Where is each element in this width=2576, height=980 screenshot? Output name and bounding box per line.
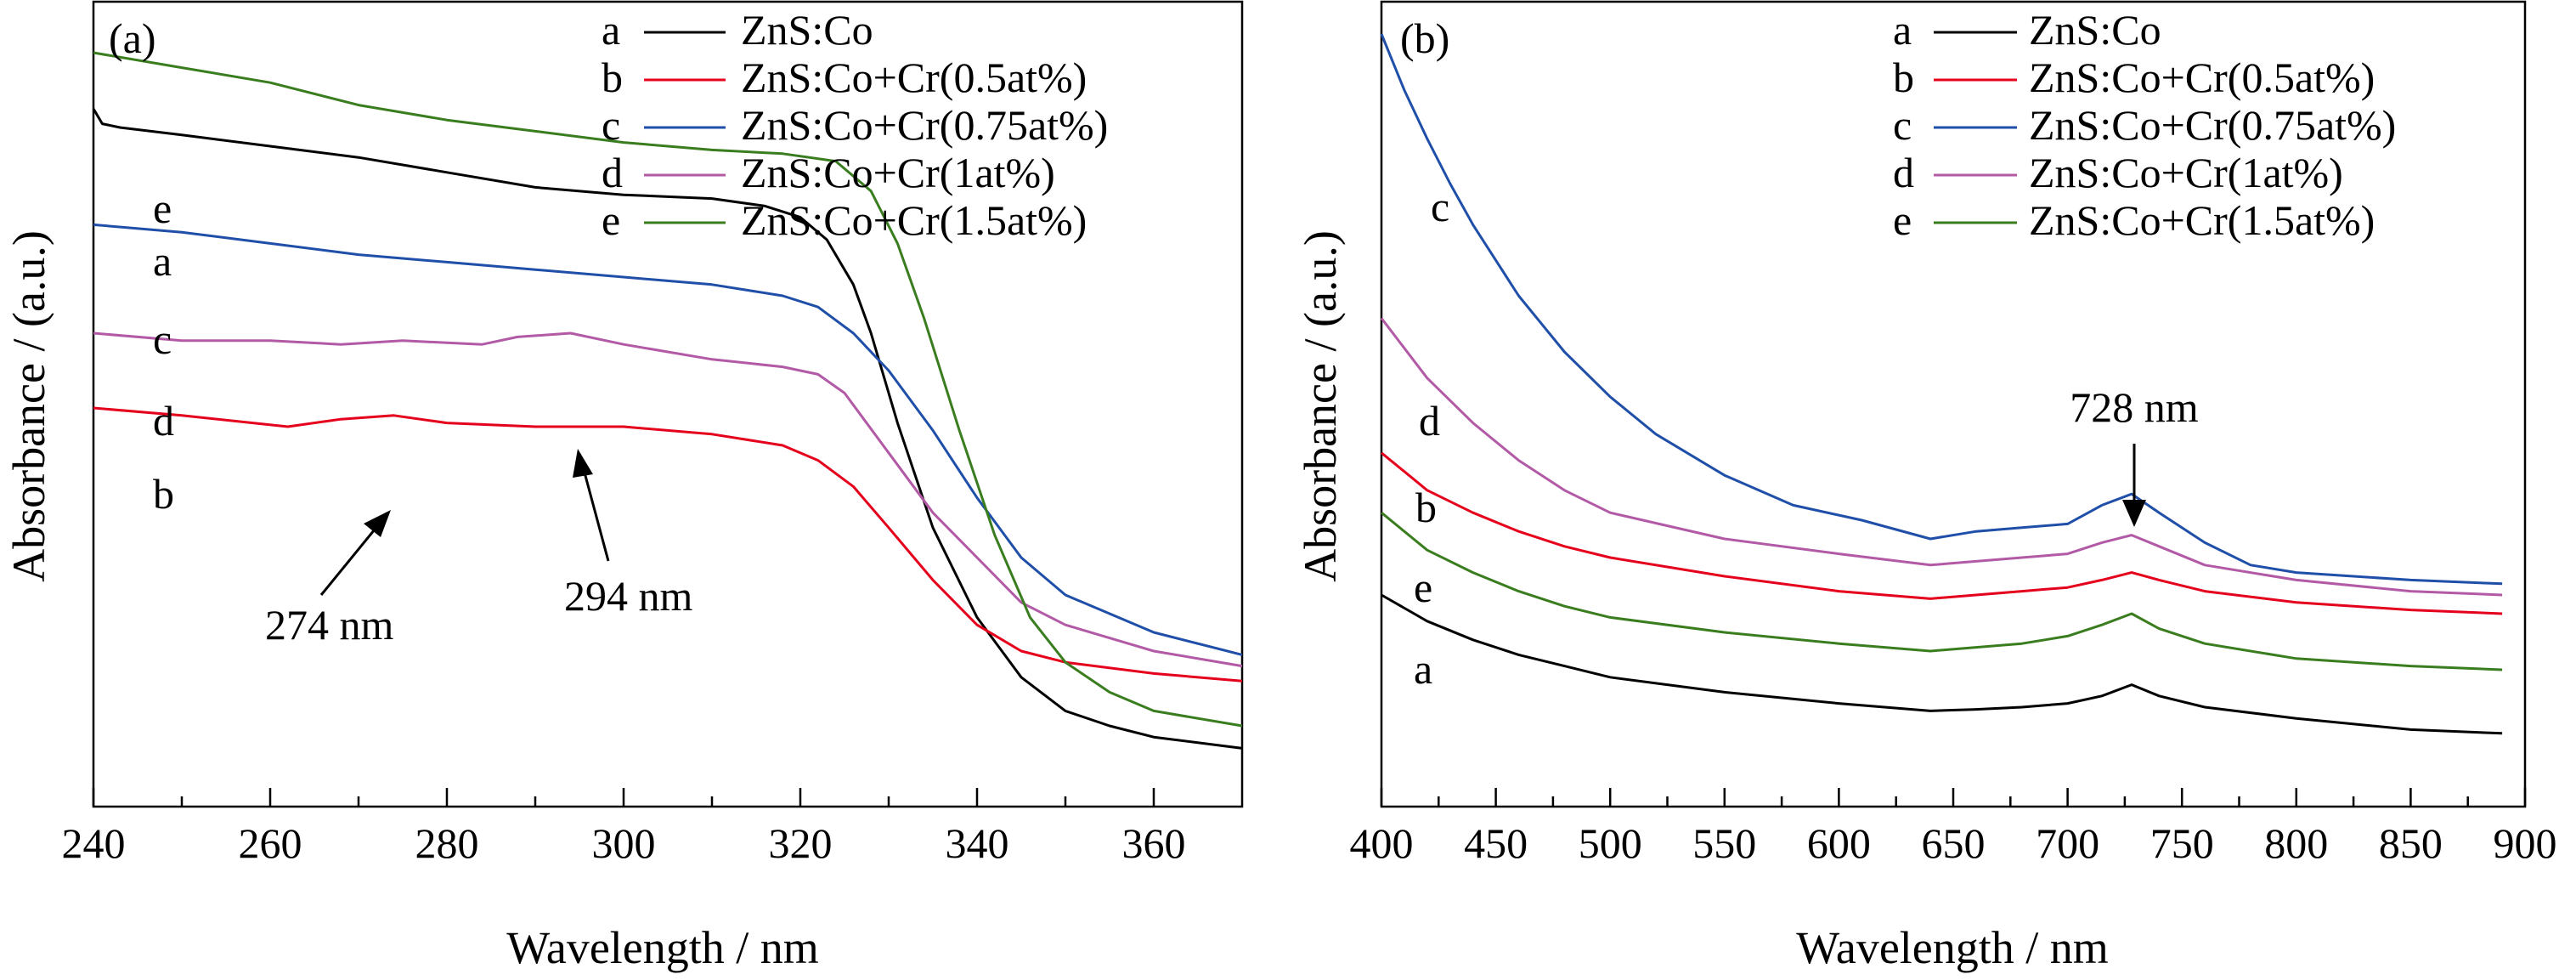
panel-a-absorbance-chart: 240 260 280 300 320 340 360 (a) a ZnS:Co b ZnS… <box>3 0 1244 973</box>
panel-a-x-axis-label: Wavelength / nm <box>506 922 819 973</box>
legend-b-mark-a: a <box>1893 6 1912 54</box>
panel-a-curve-label-e: e <box>153 184 172 232</box>
panel-b-series-e-line <box>1381 512 2503 671</box>
panel-a-series-a-line <box>92 108 1243 750</box>
legend-b-mark-c: c <box>1893 101 1912 149</box>
panel-b-series-b-line <box>1381 451 2503 615</box>
panel-a-plot-frame <box>92 0 1244 808</box>
panel-b-absorbance-chart: 400 450 500 550 600 650 700 750 800 850 900 (b) a … <box>1295 0 2557 973</box>
legend-b-name-e: ZnS:Co+Cr(1.5at%) <box>2029 196 2375 244</box>
annotation-274nm-label: 274 nm <box>265 601 394 649</box>
panel-b-series-d-line <box>1380 317 2503 597</box>
panel-a-x-tick-label: 320 <box>769 819 833 867</box>
panel-b-x-tick-label: 900 <box>2494 819 2557 867</box>
panel-b-curve-label-b: b <box>1415 484 1437 531</box>
panel-b-x-tick-label: 500 <box>1579 819 1642 867</box>
panel-b-series-c-line <box>1380 33 2503 586</box>
panel-b-series-a-line <box>1381 593 2503 735</box>
panel-b-x-axis-label: Wavelength / nm <box>1796 922 2109 973</box>
panel-a-x-axis: 240 260 280 300 320 340 360 <box>62 788 1186 867</box>
panel-b-x-tick-label: 700 <box>2036 819 2099 867</box>
panel-a-curve-label-d: d <box>153 397 174 445</box>
legend-b-mark-d: d <box>1893 149 1914 196</box>
panel-b-curve-label-d: d <box>1419 397 1440 445</box>
panel-a-annotation-274nm: 274 nm <box>265 510 394 649</box>
panel-b-x-tick-label: 550 <box>1692 819 1756 867</box>
panel-a-y-axis-label: Absorbance / (a.u.) <box>3 230 54 582</box>
legend-b-name-b: ZnS:Co+Cr(0.5at%) <box>2029 54 2375 101</box>
panel-b-x-tick-label: 750 <box>2150 819 2214 867</box>
panel-b-x-tick-label: 450 <box>1464 819 1528 867</box>
legend-a-mark-a: a <box>602 6 620 54</box>
panel-a-annotation-294nm: 294 nm <box>564 449 693 620</box>
legend-b-mark-b: b <box>1893 54 1914 101</box>
panel-b-x-tick-label: 400 <box>1350 819 1414 867</box>
panel-a-curve-label-c: c <box>153 315 172 363</box>
panel-a-legend: a ZnS:Co b ZnS:Co+Cr(0.5at%) c ZnS:Co+Cr… <box>602 6 1108 244</box>
panel-b-legend: a ZnS:Co b ZnS:Co+Cr(0.5at%) c ZnS:Co+Cr… <box>1893 6 2396 244</box>
panel-a-curve-label-a: a <box>153 237 172 285</box>
legend-b-name-d: ZnS:Co+Cr(1at%) <box>2029 149 2343 196</box>
panel-a-x-tick-label: 340 <box>946 819 1009 867</box>
legend-a-name-b: ZnS:Co+Cr(0.5at%) <box>741 54 1087 101</box>
panel-a-x-tick-label: 280 <box>415 819 479 867</box>
panel-b-x-tick-label: 850 <box>2379 819 2443 867</box>
panel-a-series-b-line <box>93 406 1243 683</box>
panel-b-tag: (b) <box>1400 14 1449 62</box>
panel-b-x-tick-label: 600 <box>1807 819 1871 867</box>
legend-a-mark-c: c <box>602 101 620 149</box>
legend-a-mark-e: e <box>602 196 620 244</box>
legend-b-name-a: ZnS:Co <box>2029 6 2161 54</box>
panel-a-series-c-line <box>93 223 1243 656</box>
panel-a-x-tick-label: 260 <box>239 819 302 867</box>
legend-a-name-d: ZnS:Co+Cr(1at%) <box>741 149 1055 196</box>
panel-a-tag: (a) <box>109 14 156 62</box>
panel-b-annotation-728nm: 728 nm <box>2070 383 2199 527</box>
legend-b-name-c: ZnS:Co+Cr(0.75at%) <box>2029 101 2396 149</box>
panel-a-x-tick-label: 360 <box>1122 819 1186 867</box>
legend-a-name-c: ZnS:Co+Cr(0.75at%) <box>741 101 1108 149</box>
panel-a-series-group <box>92 51 1243 750</box>
panel-b-curve-label-e: e <box>1414 564 1432 611</box>
panel-b-x-tick-label: 800 <box>2264 819 2328 867</box>
panel-a-series-e-line <box>93 51 1243 728</box>
legend-b-mark-e: e <box>1893 196 1912 244</box>
legend-a-mark-d: d <box>602 149 623 196</box>
panel-b-series-group <box>1380 33 2503 735</box>
legend-a-name-e: ZnS:Co+Cr(1.5at%) <box>741 196 1087 244</box>
panel-b-x-axis: 400 450 500 550 600 650 700 750 800 850 900 <box>1350 788 2557 867</box>
annotation-728nm-label: 728 nm <box>2070 383 2199 431</box>
panel-b-y-axis-label: Absorbance / (a.u.) <box>1295 230 1346 582</box>
legend-a-name-a: ZnS:Co <box>741 6 873 54</box>
panel-a-x-tick-label: 240 <box>62 819 126 867</box>
panel-a-series-d-line <box>93 331 1243 668</box>
panel-a-x-tick-label: 300 <box>592 819 656 867</box>
panel-b-curve-label-c: c <box>1431 183 1449 230</box>
annotation-294nm-label: 294 nm <box>564 572 693 620</box>
panel-a-curve-label-b: b <box>153 470 174 518</box>
panel-b-x-tick-label: 650 <box>1922 819 1986 867</box>
panel-b-curve-label-a: a <box>1414 645 1432 693</box>
legend-a-mark-b: b <box>602 54 623 101</box>
